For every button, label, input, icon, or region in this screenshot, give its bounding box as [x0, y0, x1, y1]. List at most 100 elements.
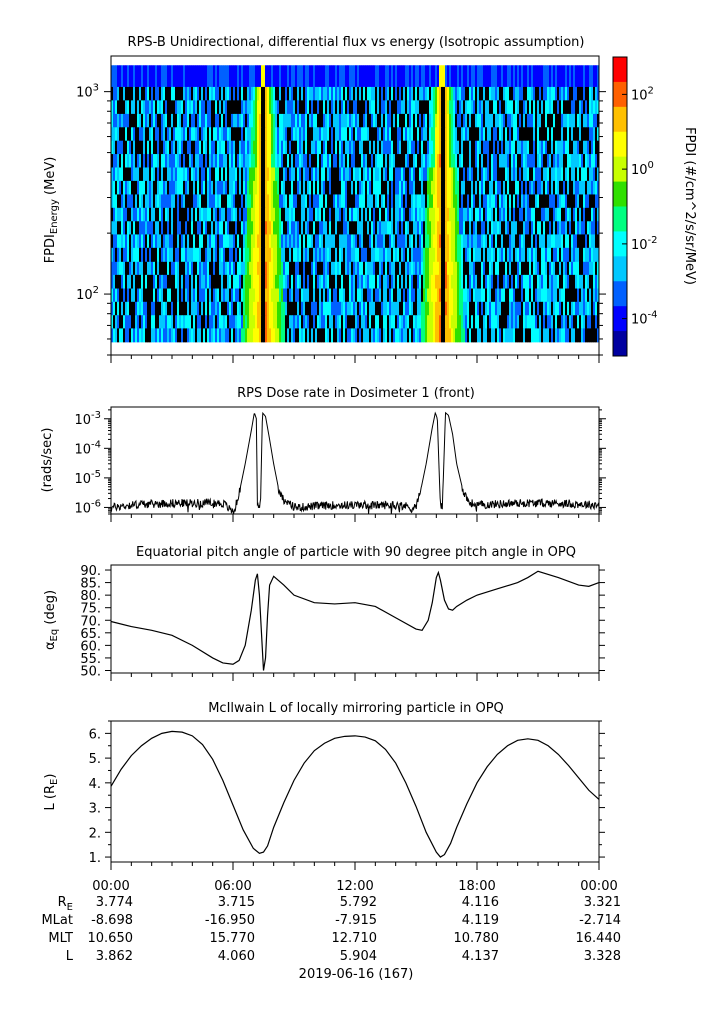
spectrogram-cell	[495, 220, 498, 235]
spectrogram-cell	[175, 86, 178, 101]
spectrogram-cell	[273, 153, 276, 168]
spectrogram-cell	[235, 301, 238, 316]
spectrogram-cell	[341, 261, 344, 275]
spectrogram-cell	[149, 153, 152, 168]
spectrogram-cell	[237, 327, 240, 343]
spectrogram-cell	[587, 247, 590, 262]
spectrogram-cell	[469, 327, 472, 343]
spectrogram-cell	[413, 140, 416, 155]
spectrogram-cell	[587, 180, 590, 195]
spectrogram-cell	[473, 220, 476, 235]
spectrogram-cell	[489, 126, 492, 141]
spectrogram-cell	[295, 207, 298, 222]
spectrogram-cell	[197, 288, 200, 302]
spectrogram-cell	[383, 247, 386, 262]
spectrogram-cell	[537, 113, 540, 128]
spectrogram-cell	[135, 288, 138, 302]
spectrogram-cell	[405, 167, 408, 181]
spectrogram-cell	[175, 180, 178, 195]
spectrogram-cell	[397, 86, 400, 101]
spectrogram-cell	[481, 220, 484, 235]
spectrogram-cell	[251, 113, 254, 128]
spectrogram-cell	[463, 65, 466, 87]
spectrogram-cell	[459, 113, 462, 128]
spectrogram-cell	[471, 327, 474, 343]
spectrogram-cell	[531, 140, 534, 155]
spectrogram-cell	[453, 86, 456, 101]
spectrogram-cell	[299, 140, 302, 155]
spectrogram-cell	[553, 180, 556, 195]
spectrogram-cell	[153, 261, 156, 275]
spectrogram-cell	[291, 274, 294, 289]
spectrogram-cell	[441, 207, 444, 222]
spectrogram-cell	[459, 274, 462, 289]
spectrogram-cell	[333, 247, 336, 262]
spectrogram-cell	[359, 288, 362, 302]
spectrogram-cell	[241, 65, 244, 87]
spectrogram-cell	[537, 99, 540, 114]
spectrogram-cell	[513, 327, 516, 343]
spectrogram-cell	[361, 194, 364, 208]
spectrogram-cell	[387, 140, 390, 155]
spectrogram-cell	[417, 274, 420, 289]
spectrogram-cell	[269, 153, 272, 168]
spectrogram-cell	[495, 65, 498, 87]
spectrogram-cell	[493, 153, 496, 168]
spectrogram-cell	[339, 86, 342, 101]
spectrogram-cell	[403, 220, 406, 235]
spectrogram-cell	[191, 126, 194, 141]
spectrogram-cell	[413, 234, 416, 248]
spectrogram-cell	[283, 194, 286, 208]
spectrogram-cell	[231, 261, 234, 275]
spectrogram-cell	[123, 99, 126, 114]
spectrogram-cell	[589, 99, 592, 114]
spectrogram-cell	[211, 153, 214, 168]
spectrogram-cell	[537, 234, 540, 248]
spectrogram-cell	[277, 86, 280, 101]
spectrogram-cell	[291, 140, 294, 155]
spectrogram-cell	[457, 153, 460, 168]
spectrogram-cell	[535, 140, 538, 155]
spectrogram-cell	[531, 207, 534, 222]
spectrogram-cell	[279, 234, 282, 248]
spectrogram-cell	[517, 234, 520, 248]
spectrogram-cell	[457, 167, 460, 181]
spectrogram-cell	[541, 274, 544, 289]
spectrogram-cell	[547, 220, 550, 235]
spectrogram-cell	[535, 274, 538, 289]
spectrogram-cell	[225, 288, 228, 302]
spectrogram-cell	[417, 99, 420, 114]
spectrogram-cell	[459, 327, 462, 343]
spectrogram-cell	[375, 126, 378, 141]
spectrogram-cell	[393, 247, 396, 262]
spectrogram-cell	[303, 234, 306, 248]
spectrogram-cell	[267, 194, 270, 208]
spectrogram-cell	[479, 167, 482, 181]
spectrogram-cell	[435, 86, 438, 101]
spectrogram-cell	[509, 65, 512, 87]
spectrogram-cell	[561, 234, 564, 248]
spectrogram-cell	[361, 288, 364, 302]
spectrogram-cell	[305, 220, 308, 235]
spectrogram-cell	[207, 234, 210, 248]
spectrogram-cell	[451, 247, 454, 262]
spectrogram-cell	[515, 126, 518, 141]
spectrogram-cell	[291, 207, 294, 222]
spectrogram-cell	[295, 314, 298, 329]
spectrogram-cell	[279, 327, 282, 343]
spectrogram-cell	[401, 194, 404, 208]
colorbar-segment	[613, 106, 627, 110]
spectrogram-cell	[415, 234, 418, 248]
spectrogram-cell	[299, 65, 302, 87]
spectrogram-cell	[345, 180, 348, 195]
spectrogram-cell	[239, 261, 242, 275]
spectrogram-cell	[527, 140, 530, 155]
spectrogram-cell	[521, 99, 524, 114]
spectrogram-cell	[129, 65, 132, 87]
spectrogram-cell	[245, 126, 248, 141]
spectrogram-cell	[175, 126, 178, 141]
spectrogram-cell	[517, 99, 520, 114]
spectrogram-cell	[567, 180, 570, 195]
spectrogram-cell	[379, 247, 382, 262]
spectrogram-cell	[597, 180, 600, 195]
